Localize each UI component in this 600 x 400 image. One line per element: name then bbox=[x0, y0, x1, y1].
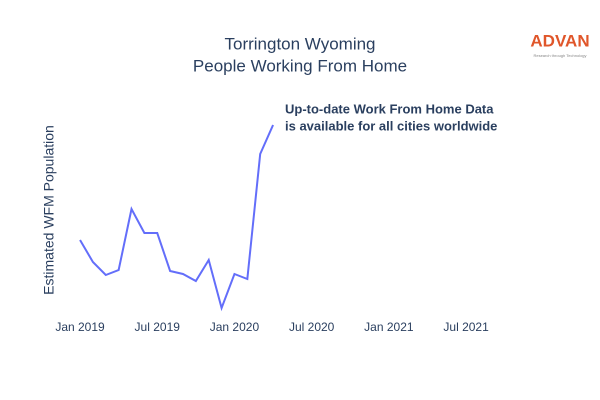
x-tick-label: Jan 2019 bbox=[55, 320, 105, 334]
x-tick-label: Jan 2021 bbox=[364, 320, 414, 334]
annotation: Up-to-date Work From Home Data bbox=[285, 101, 494, 116]
logo-tagline: Research through Technology bbox=[533, 53, 586, 58]
line bbox=[79, 124, 274, 312]
x-tick-label: Jan 2020 bbox=[210, 320, 260, 334]
x-tick-label: Jul 2019 bbox=[135, 320, 181, 334]
annotation: is available for all cities worldwide bbox=[285, 118, 497, 133]
x-tick-label: Jul 2020 bbox=[289, 320, 335, 334]
chart-subtitle: People Working From Home bbox=[193, 56, 407, 75]
chart-title: Torrington Wyoming bbox=[224, 34, 375, 53]
y-axis-label: Estimated WFM Population bbox=[41, 125, 57, 295]
logo: ADVAN bbox=[530, 31, 589, 50]
x-tick-label: Jul 2021 bbox=[443, 320, 489, 334]
